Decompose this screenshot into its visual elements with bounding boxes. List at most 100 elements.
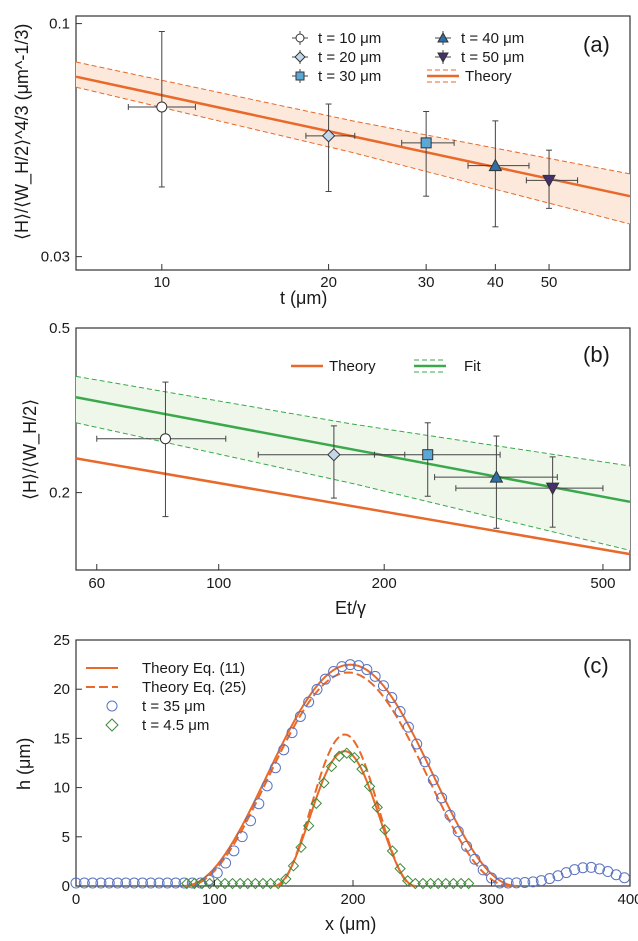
point-t35 bbox=[220, 857, 232, 869]
x-tick-label: 200 bbox=[372, 575, 397, 592]
point-t4-5 bbox=[196, 877, 208, 890]
point-t4-5 bbox=[242, 877, 254, 890]
point-t4-5 bbox=[462, 877, 475, 890]
point-t4-5 bbox=[280, 873, 292, 885]
panel-a-x-ticks: 10 20 30 40 50 bbox=[153, 264, 557, 291]
theory-curve-0 bbox=[183, 663, 517, 887]
legend-label: Theory Eq. (25) bbox=[142, 679, 246, 696]
legend-label: Theory Eq. (11) bbox=[142, 660, 245, 677]
point-t35 bbox=[510, 877, 522, 889]
legend-marker bbox=[294, 51, 306, 63]
panel-c-y-ticks: 0 5 10 15 20 25 bbox=[53, 632, 82, 895]
legend-entry-fit: Fit bbox=[414, 358, 481, 375]
x-tick-label: 30 bbox=[418, 274, 435, 291]
legend-entry: t = 30 μm bbox=[292, 68, 381, 85]
legend-label: Theory bbox=[329, 358, 376, 375]
data-marker bbox=[420, 137, 432, 149]
theory-line bbox=[75, 75, 631, 198]
x-tick-label: 500 bbox=[590, 575, 615, 592]
point-t35 bbox=[585, 861, 597, 873]
point-t35 bbox=[544, 873, 556, 885]
panel-c-x-ticks: 0 100 200 300 400 bbox=[72, 880, 638, 908]
data-marker bbox=[489, 470, 504, 483]
point-t35 bbox=[577, 862, 589, 874]
point-t4-5 bbox=[219, 877, 231, 890]
legend-label: t = 4.5 μm bbox=[142, 717, 209, 734]
legend-label: Fit bbox=[464, 358, 481, 375]
point-t35 bbox=[228, 845, 240, 857]
data-marker bbox=[542, 174, 556, 188]
point-t4-5 bbox=[264, 877, 277, 890]
data-marker bbox=[159, 433, 171, 445]
panel-c-label: (c) bbox=[583, 653, 609, 678]
point-t4-5 bbox=[272, 877, 284, 890]
point-t35 bbox=[610, 869, 622, 881]
point-t35 bbox=[170, 877, 182, 889]
point-t4-5 bbox=[424, 877, 437, 890]
point-t4-5 bbox=[203, 877, 216, 890]
panel-c-legend: Theory Eq. (11) Theory Eq. (25) t = 35 μm t… bbox=[86, 660, 246, 734]
point-t4-5 bbox=[234, 877, 246, 890]
panel-b-plot-area bbox=[75, 375, 631, 556]
y-tick-label: 10 bbox=[53, 780, 70, 797]
data-point-2 bbox=[401, 110, 455, 197]
point-t4-5 bbox=[363, 780, 376, 793]
point-t4-5 bbox=[386, 845, 399, 857]
data-point-4 bbox=[455, 456, 604, 528]
theory-line bbox=[75, 457, 631, 556]
point-t35 bbox=[502, 877, 514, 889]
point-t35 bbox=[377, 680, 389, 692]
legend-marker bbox=[105, 718, 119, 732]
data-marker bbox=[156, 101, 168, 113]
point-t4-5 bbox=[310, 797, 323, 810]
y-tick-label: 0.2 bbox=[49, 485, 70, 502]
point-t35 bbox=[527, 876, 539, 888]
data-point-2 bbox=[373, 422, 501, 497]
y-tick-label: 15 bbox=[53, 730, 70, 747]
point-t35 bbox=[436, 792, 448, 804]
y-tick-label: 20 bbox=[53, 681, 70, 698]
x-tick-label: 50 bbox=[541, 274, 558, 291]
point-t35 bbox=[136, 877, 148, 889]
legend-entry: t = 50 μm bbox=[435, 49, 524, 66]
point-t35 bbox=[87, 877, 99, 889]
point-t4-5 bbox=[318, 777, 330, 789]
x-tick-label: 40 bbox=[487, 274, 504, 291]
point-t35 bbox=[419, 756, 431, 768]
legend-label: Theory bbox=[465, 68, 512, 85]
data-marker bbox=[545, 482, 560, 496]
legend-label: t = 35 μm bbox=[142, 698, 205, 715]
point-t4-5 bbox=[379, 824, 391, 836]
x-tick-label: 20 bbox=[320, 274, 337, 291]
point-t35 bbox=[153, 877, 165, 889]
legend-entry: t = 40 μm bbox=[435, 30, 524, 47]
panel-c: (c) 0 100 200 300 400 0 5 10 15 20 25 x (μm) h (μ… bbox=[14, 632, 638, 934]
panel-b-y-ticks: 0.5 0.2 bbox=[49, 320, 82, 502]
theory-band-fill bbox=[76, 62, 630, 225]
legend-label: t = 30 μm bbox=[318, 68, 381, 85]
panel-a-legend: t = 10 μm t = 20 μm t = 30 μm t = 40 μm t = … bbox=[292, 30, 524, 85]
point-t4-5 bbox=[181, 877, 193, 890]
fit-band-fill bbox=[76, 376, 630, 551]
panel-a-frame bbox=[75, 15, 631, 271]
y-tick-label: 0.5 bbox=[49, 320, 70, 337]
point-t35 bbox=[344, 659, 356, 671]
data-marker bbox=[488, 158, 503, 172]
point-t35 bbox=[477, 864, 489, 876]
panel-c-x-axis-label: x (μm) bbox=[325, 914, 376, 934]
point-t4-5 bbox=[287, 860, 300, 872]
point-t4-5 bbox=[249, 877, 262, 890]
legend-label: t = 20 μm bbox=[318, 49, 381, 66]
theory-band-upper bbox=[75, 61, 631, 175]
x-tick-label: 100 bbox=[202, 891, 227, 908]
panel-a-y-axis-label: ⟨H⟩/⟨W_H/2⟩^4/3 (μm^-1/3) bbox=[12, 24, 33, 240]
point-t35 bbox=[103, 877, 115, 889]
point-t35 bbox=[560, 867, 572, 879]
point-t35 bbox=[245, 815, 257, 827]
legend-entry-theory: Theory bbox=[291, 358, 376, 375]
data-marker bbox=[321, 129, 336, 143]
legend-entry: t = 20 μm bbox=[292, 49, 381, 66]
point-t35 bbox=[618, 872, 630, 884]
point-t35 bbox=[319, 673, 331, 685]
data-point-3 bbox=[467, 120, 530, 228]
